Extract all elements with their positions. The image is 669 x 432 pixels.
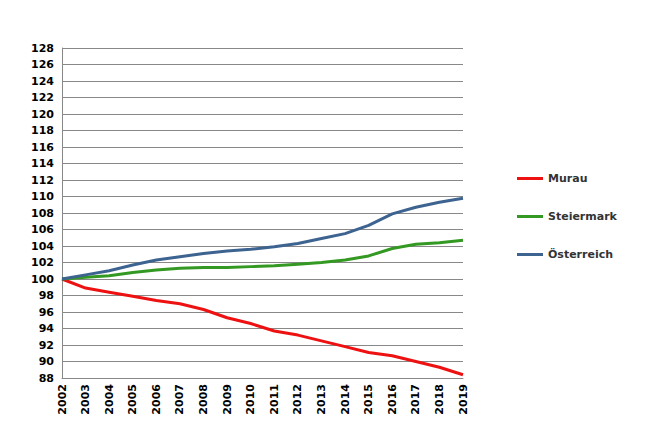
svg-text:2011: 2011 xyxy=(268,384,281,415)
svg-text:88: 88 xyxy=(39,372,54,385)
svg-text:100: 100 xyxy=(31,273,54,286)
svg-text:2008: 2008 xyxy=(197,384,210,415)
svg-text:2004: 2004 xyxy=(103,384,116,415)
svg-text:Österreich: Österreich xyxy=(548,247,613,261)
svg-text:122: 122 xyxy=(31,91,54,104)
svg-text:2018: 2018 xyxy=(433,384,446,415)
svg-text:120: 120 xyxy=(31,108,54,121)
svg-text:98: 98 xyxy=(39,289,54,302)
svg-text:2009: 2009 xyxy=(221,384,234,415)
svg-text:116: 116 xyxy=(31,141,54,154)
svg-text:92: 92 xyxy=(39,339,54,352)
svg-text:112: 112 xyxy=(31,174,54,187)
svg-text:2002: 2002 xyxy=(56,384,69,415)
svg-text:2003: 2003 xyxy=(79,384,92,415)
svg-text:102: 102 xyxy=(31,256,54,269)
svg-text:2005: 2005 xyxy=(126,384,139,415)
svg-text:96: 96 xyxy=(39,306,55,319)
svg-text:2006: 2006 xyxy=(150,384,163,415)
svg-text:128: 128 xyxy=(31,42,54,55)
svg-text:118: 118 xyxy=(31,124,54,137)
svg-text:124: 124 xyxy=(31,75,54,88)
svg-text:2012: 2012 xyxy=(291,384,304,415)
svg-text:106: 106 xyxy=(31,223,54,236)
svg-text:126: 126 xyxy=(31,58,54,71)
svg-text:110: 110 xyxy=(31,190,54,203)
svg-text:114: 114 xyxy=(31,157,54,170)
svg-text:2015: 2015 xyxy=(362,384,375,415)
svg-text:90: 90 xyxy=(39,355,55,368)
svg-text:2010: 2010 xyxy=(244,384,257,415)
svg-text:2013: 2013 xyxy=(315,384,328,415)
svg-text:2014: 2014 xyxy=(339,384,352,415)
svg-text:108: 108 xyxy=(31,207,54,220)
svg-text:2019: 2019 xyxy=(457,384,470,415)
svg-text:2017: 2017 xyxy=(409,384,422,415)
svg-text:2007: 2007 xyxy=(173,384,186,415)
svg-text:Steiermark: Steiermark xyxy=(548,210,618,223)
svg-text:94: 94 xyxy=(39,322,55,335)
svg-text:2016: 2016 xyxy=(386,384,399,415)
svg-text:104: 104 xyxy=(31,240,54,253)
svg-text:Murau: Murau xyxy=(548,172,587,185)
